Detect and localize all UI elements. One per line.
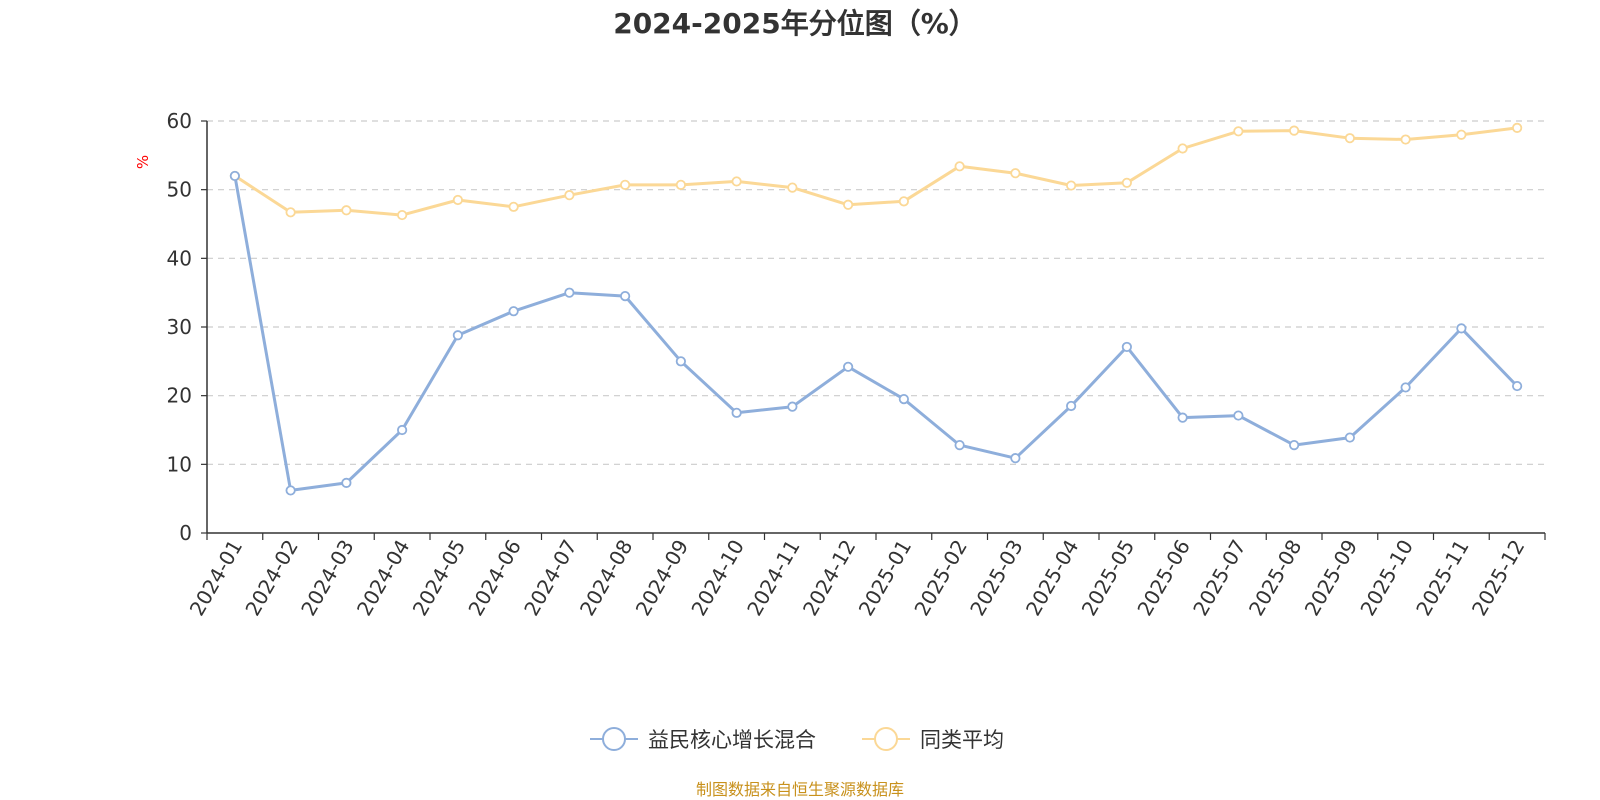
data-point[interactable] bbox=[508, 306, 519, 317]
data-point[interactable] bbox=[1512, 380, 1523, 392]
x-tick-label: 2025-09 bbox=[1300, 536, 1363, 620]
data-point[interactable] bbox=[843, 199, 854, 210]
data-point[interactable] bbox=[341, 205, 352, 216]
x-tick-label: 2024-01 bbox=[185, 536, 248, 620]
y-tick-label: 0 bbox=[179, 521, 192, 545]
data-point[interactable] bbox=[1289, 125, 1300, 136]
data-point[interactable] bbox=[1066, 400, 1077, 412]
x-tick-label: 2024-12 bbox=[798, 536, 861, 620]
data-point[interactable] bbox=[285, 207, 296, 218]
x-tick-label: 2024-02 bbox=[240, 536, 303, 620]
data-point[interactable] bbox=[1344, 133, 1355, 144]
legend-marker bbox=[874, 727, 898, 751]
x-tick-label: 2025-06 bbox=[1132, 536, 1195, 620]
data-point[interactable] bbox=[1456, 323, 1467, 334]
data-point[interactable] bbox=[620, 179, 631, 190]
series-lines bbox=[229, 122, 1523, 496]
x-tick-label: 2025-01 bbox=[854, 536, 917, 620]
data-source-note: 制图数据来自恒生聚源数据库 bbox=[696, 780, 904, 799]
data-point[interactable] bbox=[452, 194, 463, 206]
data-point[interactable] bbox=[1289, 440, 1300, 451]
series-group bbox=[229, 170, 1523, 496]
y-axis-unit-label: % bbox=[134, 155, 152, 169]
data-point[interactable] bbox=[787, 182, 798, 193]
x-tick-label: 2024-06 bbox=[463, 536, 526, 620]
x-tick-label: 2025-12 bbox=[1467, 536, 1530, 620]
data-point[interactable] bbox=[1010, 168, 1021, 179]
x-tick-label: 2024-09 bbox=[631, 536, 694, 620]
data-point[interactable] bbox=[1233, 126, 1244, 137]
data-point[interactable] bbox=[397, 424, 408, 436]
data-point[interactable] bbox=[1010, 453, 1021, 464]
data-point[interactable] bbox=[787, 401, 798, 412]
data-point[interactable] bbox=[1177, 143, 1188, 154]
y-tick-label: 50 bbox=[167, 178, 192, 202]
data-point[interactable] bbox=[620, 290, 631, 302]
x-tick-label: 2025-07 bbox=[1188, 536, 1251, 620]
x-tick-label: 2025-08 bbox=[1244, 536, 1307, 620]
chart-title: 2024-2025年分位图（%） bbox=[613, 7, 977, 40]
x-tick-label: 2025-04 bbox=[1021, 536, 1084, 620]
data-point[interactable] bbox=[675, 179, 686, 190]
data-point[interactable] bbox=[1400, 134, 1411, 145]
x-tick-label: 2024-05 bbox=[408, 536, 471, 620]
y-tick-label: 40 bbox=[167, 246, 192, 270]
y-tick-label: 30 bbox=[167, 315, 192, 339]
x-tick-label: 2025-05 bbox=[1077, 536, 1140, 620]
data-point[interactable] bbox=[731, 407, 742, 418]
data-point[interactable] bbox=[1456, 129, 1467, 140]
x-tick-label: 2024-07 bbox=[519, 536, 582, 620]
x-tick-label: 2025-03 bbox=[965, 536, 1028, 620]
data-point[interactable] bbox=[285, 485, 296, 496]
legend-item[interactable]: 益民核心增长混合 bbox=[590, 727, 816, 752]
data-point[interactable] bbox=[564, 287, 575, 298]
y-tick-label: 20 bbox=[167, 384, 192, 408]
data-point[interactable] bbox=[1344, 432, 1355, 443]
data-point[interactable] bbox=[1121, 177, 1132, 188]
data-point[interactable] bbox=[564, 190, 575, 201]
data-point[interactable] bbox=[954, 161, 965, 172]
legend: 益民核心增长混合 同类平均 bbox=[590, 727, 1004, 752]
legend-label: 益民核心增长混合 bbox=[648, 728, 816, 752]
data-point[interactable] bbox=[1512, 122, 1523, 133]
data-point[interactable] bbox=[1400, 382, 1411, 393]
gridlines bbox=[207, 120, 1545, 465]
x-tick-label: 2024-10 bbox=[686, 536, 749, 620]
x-tick-label: 2025-02 bbox=[909, 536, 972, 620]
legend-marker bbox=[602, 727, 626, 751]
y-tick-label: 60 bbox=[167, 109, 192, 133]
x-tick-label: 2024-08 bbox=[575, 536, 638, 620]
data-point[interactable] bbox=[397, 209, 408, 221]
data-point[interactable] bbox=[508, 201, 519, 212]
data-point[interactable] bbox=[1177, 412, 1188, 423]
series-group bbox=[229, 122, 1523, 221]
data-point[interactable] bbox=[1066, 180, 1077, 191]
data-point[interactable] bbox=[229, 170, 240, 182]
data-point[interactable] bbox=[731, 176, 742, 187]
data-point[interactable] bbox=[898, 393, 909, 405]
y-tick-label: 10 bbox=[167, 452, 192, 476]
legend-item[interactable]: 同类平均 bbox=[862, 727, 1004, 752]
data-point[interactable] bbox=[1121, 341, 1132, 353]
x-tick-label: 2025-10 bbox=[1355, 536, 1418, 620]
data-point[interactable] bbox=[341, 477, 352, 488]
data-point[interactable] bbox=[954, 440, 965, 451]
data-point[interactable] bbox=[843, 361, 854, 372]
series-line bbox=[233, 175, 1519, 492]
x-tick-label: 2025-11 bbox=[1411, 536, 1474, 620]
series-line bbox=[234, 126, 1518, 217]
data-point[interactable] bbox=[452, 330, 463, 341]
x-tick-label: 2024-03 bbox=[296, 536, 359, 620]
x-tick-label: 2024-04 bbox=[352, 536, 415, 620]
axes: 01020304050602024-012024-022024-032024-0… bbox=[167, 109, 1546, 620]
legend-label: 同类平均 bbox=[920, 728, 1004, 752]
data-point[interactable] bbox=[1233, 410, 1244, 421]
data-point[interactable] bbox=[675, 356, 686, 367]
x-tick-label: 2024-11 bbox=[742, 536, 805, 620]
data-point[interactable] bbox=[898, 196, 909, 207]
